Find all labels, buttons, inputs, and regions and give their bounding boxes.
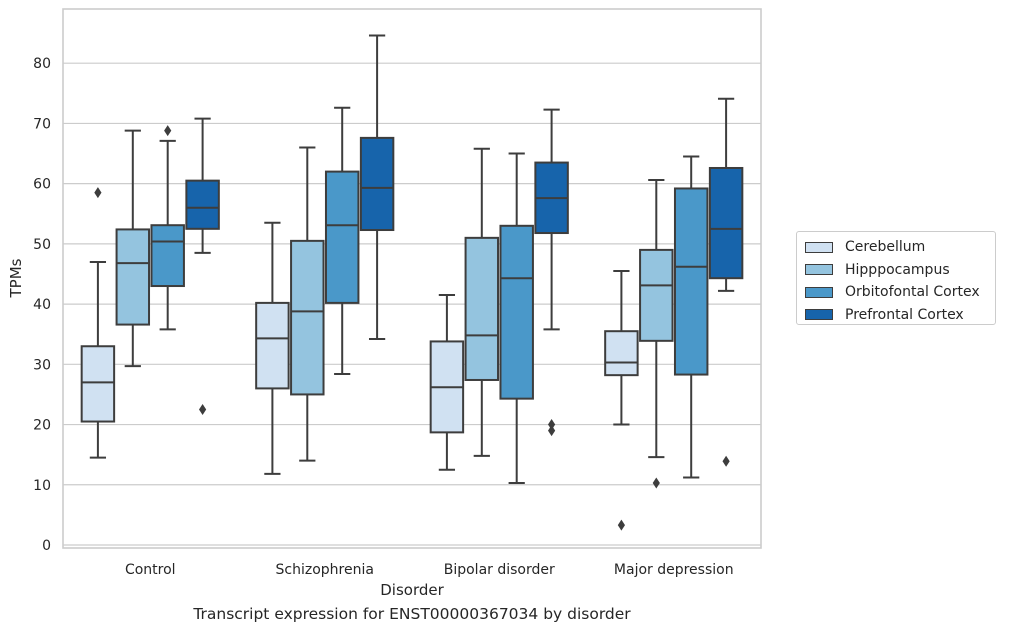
y-tick-label-20: 20 <box>33 418 51 434</box>
legend-item-cerebellum: Cerebellum <box>797 236 995 259</box>
box-body <box>185 179 220 230</box>
box-cerebellum-control <box>80 187 116 459</box>
y-tick-label-10: 10 <box>33 478 51 494</box>
legend-swatch-prefrontal-cortex <box>805 309 833 321</box>
y-tick-label-70: 70 <box>33 116 51 132</box>
box-prefrontal-cortex-schizophrenia <box>359 34 395 341</box>
legend-label-hipppocampus: Hipppocampus <box>845 261 950 278</box>
box-cerebellum-schizophrenia <box>255 221 290 475</box>
legend-label-prefrontal-cortex: Prefrontal Cortex <box>845 306 964 323</box>
box-cerebellum-bipolar-disorder <box>429 294 465 471</box>
y-tick-label-40: 40 <box>33 297 51 313</box>
box-prefrontal-cortex-major-depression <box>708 97 744 467</box>
box-body <box>499 224 534 400</box>
box-orbitofontal-cortex-major-depression <box>673 155 709 479</box>
box-body <box>324 170 360 304</box>
outlier-point <box>94 187 102 199</box>
legend-swatch-cerebellum <box>805 241 833 253</box>
y-tick-label-60: 60 <box>33 177 51 193</box>
x-tick-label-bipolar-disorder: Bipolar disorder <box>444 562 555 578</box>
box-body <box>639 248 674 342</box>
outlier-point <box>164 125 172 137</box>
box-hipppocampus-bipolar-disorder <box>464 147 500 457</box>
box-body <box>708 166 744 280</box>
outlier-point <box>652 477 660 489</box>
legend-label-orbitofontal-cortex: Orbitofontal Cortex <box>845 284 980 301</box>
box-body <box>115 228 151 326</box>
box-body <box>290 239 325 396</box>
x-tick-label-major-depression: Major depression <box>614 562 734 578</box>
box-hipppocampus-schizophrenia <box>290 146 325 462</box>
boxes <box>80 34 744 531</box>
legend-item-hipppocampus: Hipppocampus <box>797 259 995 282</box>
y-axis-label: TPMs <box>7 258 25 298</box>
x-axis-label: Disorder <box>380 581 444 599</box>
box-body <box>359 136 395 232</box>
outlier-point <box>548 425 556 437</box>
box-prefrontal-cortex-bipolar-disorder <box>534 108 569 437</box>
box-orbitofontal-cortex-schizophrenia <box>324 106 360 375</box>
box-body <box>150 224 185 288</box>
box-body <box>673 187 709 376</box>
legend-swatch-hipppocampus <box>805 264 833 276</box>
legend: Cerebellum Hipppocampus Orbitofontal Cor… <box>796 231 996 325</box>
y-tick-label-80: 80 <box>33 56 51 72</box>
axes: 0 10 20 30 40 50 60 70 80 Control Schizophrenia Bip… <box>33 8 762 578</box>
legend-item-orbitofontal-cortex: Orbitofontal Cortex <box>797 281 995 304</box>
box-body <box>464 236 500 381</box>
outlier-point <box>722 455 730 467</box>
x-tick-label-control: Control <box>125 562 176 578</box>
box-hipppocampus-control <box>115 129 151 368</box>
box-hipppocampus-major-depression <box>639 179 674 489</box>
outlier-point <box>617 519 625 531</box>
outlier-point <box>199 403 207 415</box>
y-tick-label-50: 50 <box>33 237 51 253</box>
x-tick-label-schizophrenia: Schizophrenia <box>276 562 374 578</box>
plot-frame <box>62 8 762 549</box>
chart-caption: Transcript expression for ENST0000036703… <box>193 605 631 623</box>
box-orbitofontal-cortex-control <box>150 125 185 331</box>
box-body <box>80 345 116 423</box>
legend-label-cerebellum: Cerebellum <box>845 239 926 256</box>
y-tick-label-30: 30 <box>33 357 51 373</box>
box-cerebellum-major-depression <box>604 269 639 531</box>
box-orbitofontal-cortex-bipolar-disorder <box>499 152 534 484</box>
box-body <box>255 301 290 390</box>
y-tick-label-0: 0 <box>42 538 51 554</box>
outlier-point <box>548 419 556 431</box>
legend-item-prefrontal-cortex: Prefrontal Cortex <box>797 304 995 327</box>
box-prefrontal-cortex-control <box>185 117 220 415</box>
box-body <box>604 330 639 377</box>
legend-swatch-orbitofontal-cortex <box>805 286 833 298</box>
